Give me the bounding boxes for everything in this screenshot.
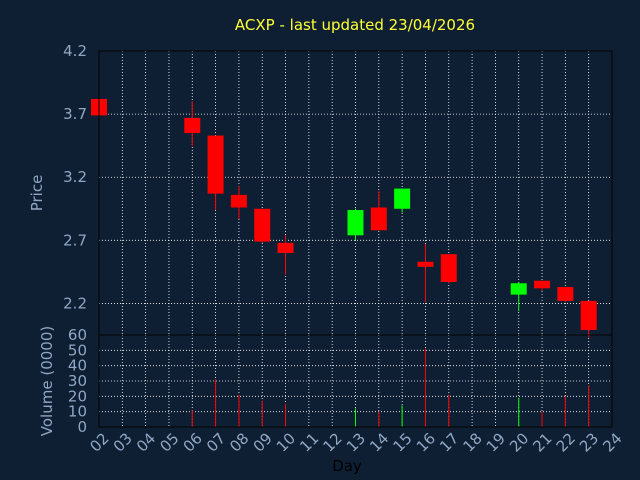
x-tick-label: 23: [576, 429, 602, 455]
candle-body: [370, 207, 387, 231]
candle-08: [230, 186, 247, 219]
candle-23: [580, 300, 597, 338]
price-axis-label: Price: [28, 175, 46, 212]
candle-body: [580, 300, 597, 330]
candle-16: [417, 244, 434, 303]
candle-17: [440, 254, 457, 284]
candle-21: [534, 280, 551, 291]
x-tick-label: 04: [133, 429, 159, 455]
x-tick-label: 05: [156, 429, 182, 455]
candle-22: [557, 287, 574, 303]
x-tick-label: 17: [436, 429, 462, 455]
volume-plot-frame: [98, 334, 613, 428]
candle-10: [277, 235, 294, 275]
candle-body: [394, 188, 411, 209]
price-y-tick-label: 3.2: [63, 168, 87, 186]
x-tick-label: 18: [459, 429, 485, 455]
x-tick-label: 08: [226, 429, 252, 455]
x-tick-label: 12: [320, 429, 346, 455]
candle-body: [184, 117, 201, 134]
candle-body: [254, 208, 271, 242]
x-tick-label: 02: [86, 429, 112, 455]
x-tick-label: 11: [296, 429, 322, 455]
price-y-tick-label: 2.7: [63, 231, 87, 249]
x-axis-label: Day: [332, 457, 362, 475]
candle-body: [207, 135, 224, 194]
volume-y-tick-label: 40: [68, 357, 87, 375]
candle-body: [277, 242, 294, 253]
x-tick-label: 24: [599, 429, 625, 455]
candle-body: [417, 261, 434, 267]
candle-20: [510, 281, 527, 312]
chart-title: ACXP - last updated 23/04/2026: [235, 16, 475, 34]
x-tick-label: 22: [553, 429, 579, 455]
x-tick-label: 16: [413, 429, 439, 455]
x-tick-label: 06: [180, 429, 206, 455]
x-tick-label: 07: [203, 429, 229, 455]
candle-body: [347, 210, 364, 236]
x-tick-labels: 0203040506070809101112131415161718192021…: [86, 429, 625, 455]
price-y-tick-label: 3.7: [63, 105, 87, 123]
volume-y-tick-label: 60: [68, 326, 87, 344]
volume-axis-label: Volume (0000): [38, 326, 56, 436]
candles: [91, 98, 597, 338]
price-y-tick-label: 2.2: [63, 294, 87, 312]
candle-body: [440, 254, 457, 282]
price-grid: [99, 51, 612, 335]
volume-y-tick-label: 20: [68, 387, 87, 405]
candle-body: [534, 280, 551, 289]
x-tick-label: 09: [250, 429, 276, 455]
volume-y-tick-label: 10: [68, 403, 87, 421]
volume-y-tick-label: 50: [68, 341, 87, 359]
x-tick-label: 10: [273, 429, 299, 455]
x-tick-label: 15: [389, 429, 415, 455]
candle-body: [230, 194, 247, 208]
volume-y-tick-label: 0: [77, 418, 87, 436]
x-tick-label: 19: [483, 429, 509, 455]
candle-13: [347, 208, 364, 241]
x-tick-label: 21: [529, 429, 555, 455]
candle-15: [394, 188, 411, 213]
price-y-tick-labels: 4.2 3.7 3.2 2.7 2.2: [63, 42, 87, 312]
x-tick-label: 13: [343, 429, 369, 455]
x-tick-label: 20: [506, 429, 532, 455]
candle-07: [207, 135, 224, 211]
candle-14: [370, 191, 387, 231]
volume-y-tick-label: 30: [68, 372, 87, 390]
price-y-tick-label: 4.2: [63, 42, 87, 60]
x-tick-label: 14: [366, 429, 392, 455]
candle-body: [557, 287, 574, 301]
candle-09: [254, 208, 271, 243]
volume-bars: [98, 348, 590, 427]
x-tick-label: 03: [110, 429, 136, 455]
candle-06: [184, 101, 201, 146]
candle-body: [510, 283, 527, 295]
